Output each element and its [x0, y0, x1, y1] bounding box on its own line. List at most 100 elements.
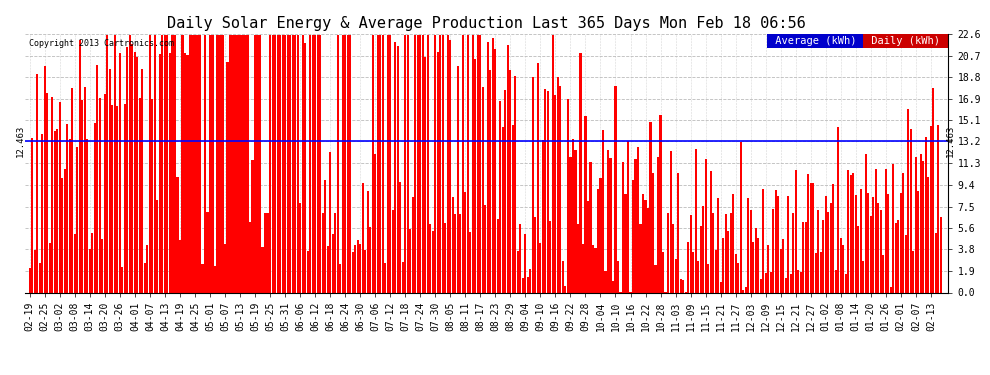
Bar: [94, 123, 96, 292]
Bar: [920, 153, 922, 292]
Bar: [186, 55, 188, 292]
Bar: [29, 268, 31, 292]
Bar: [96, 65, 98, 292]
Bar: [795, 170, 797, 292]
Bar: [687, 242, 689, 292]
Bar: [677, 172, 679, 292]
Bar: [332, 234, 334, 292]
Bar: [207, 212, 209, 292]
Bar: [512, 125, 514, 292]
Bar: [672, 224, 674, 292]
Bar: [404, 35, 406, 292]
Text: 12.463: 12.463: [16, 125, 25, 158]
Bar: [49, 243, 50, 292]
Bar: [489, 70, 491, 292]
Bar: [76, 147, 78, 292]
Bar: [189, 35, 191, 292]
Bar: [317, 35, 319, 292]
Bar: [369, 227, 371, 292]
Bar: [933, 88, 935, 292]
Bar: [592, 245, 594, 292]
Bar: [464, 192, 466, 292]
Bar: [707, 264, 709, 292]
Bar: [572, 139, 574, 292]
Bar: [923, 161, 925, 292]
Bar: [445, 223, 446, 292]
Bar: [86, 139, 88, 292]
Bar: [340, 264, 342, 292]
Bar: [194, 35, 196, 292]
Bar: [617, 261, 619, 292]
Bar: [124, 104, 126, 292]
Bar: [762, 189, 764, 292]
Bar: [324, 180, 326, 292]
Bar: [830, 202, 832, 292]
Bar: [79, 40, 81, 292]
Bar: [727, 231, 730, 292]
Bar: [322, 213, 324, 292]
Bar: [81, 99, 83, 292]
Bar: [652, 173, 654, 292]
Bar: [304, 43, 306, 292]
Bar: [549, 221, 551, 292]
Bar: [842, 245, 844, 292]
Bar: [682, 280, 684, 292]
Title: Daily Solar Energy & Average Production Last 365 Days Mon Feb 18 06:56: Daily Solar Energy & Average Production …: [167, 16, 806, 31]
Bar: [109, 69, 111, 292]
Bar: [805, 222, 807, 292]
Bar: [422, 35, 424, 292]
Bar: [757, 238, 759, 292]
Bar: [122, 267, 124, 292]
Bar: [66, 124, 68, 292]
Bar: [179, 240, 181, 292]
Text: Copyright 2013 Cartronics.com: Copyright 2013 Cartronics.com: [30, 39, 174, 48]
Bar: [356, 240, 358, 292]
Bar: [828, 212, 830, 292]
Bar: [515, 76, 517, 292]
Bar: [738, 263, 740, 292]
Bar: [525, 234, 527, 292]
Bar: [99, 98, 101, 292]
Bar: [219, 35, 221, 292]
Bar: [349, 35, 351, 292]
Bar: [291, 35, 294, 292]
Bar: [867, 194, 869, 292]
Bar: [817, 210, 820, 292]
Bar: [39, 263, 41, 292]
Bar: [449, 40, 451, 292]
Bar: [84, 87, 86, 292]
Bar: [151, 99, 153, 292]
Bar: [61, 178, 63, 292]
Bar: [166, 35, 168, 292]
Bar: [542, 140, 544, 292]
Bar: [174, 35, 176, 292]
Bar: [785, 278, 787, 292]
Bar: [774, 190, 777, 292]
Bar: [432, 231, 434, 292]
Bar: [597, 189, 599, 292]
Bar: [389, 35, 391, 292]
Bar: [915, 157, 917, 292]
Bar: [782, 239, 784, 292]
Bar: [392, 210, 394, 292]
Bar: [477, 35, 479, 292]
Bar: [844, 274, 846, 292]
Bar: [897, 220, 900, 292]
Bar: [797, 270, 799, 292]
Bar: [430, 224, 432, 292]
Bar: [582, 244, 584, 292]
Bar: [625, 194, 627, 292]
Bar: [492, 38, 494, 292]
Bar: [407, 35, 409, 292]
Bar: [522, 278, 524, 292]
Bar: [584, 116, 586, 292]
Bar: [191, 35, 193, 292]
Bar: [702, 206, 704, 292]
Bar: [502, 127, 504, 292]
Bar: [532, 77, 534, 292]
Bar: [53, 131, 55, 292]
Bar: [399, 182, 401, 292]
Bar: [73, 234, 76, 292]
Bar: [261, 247, 263, 292]
Bar: [169, 53, 171, 292]
